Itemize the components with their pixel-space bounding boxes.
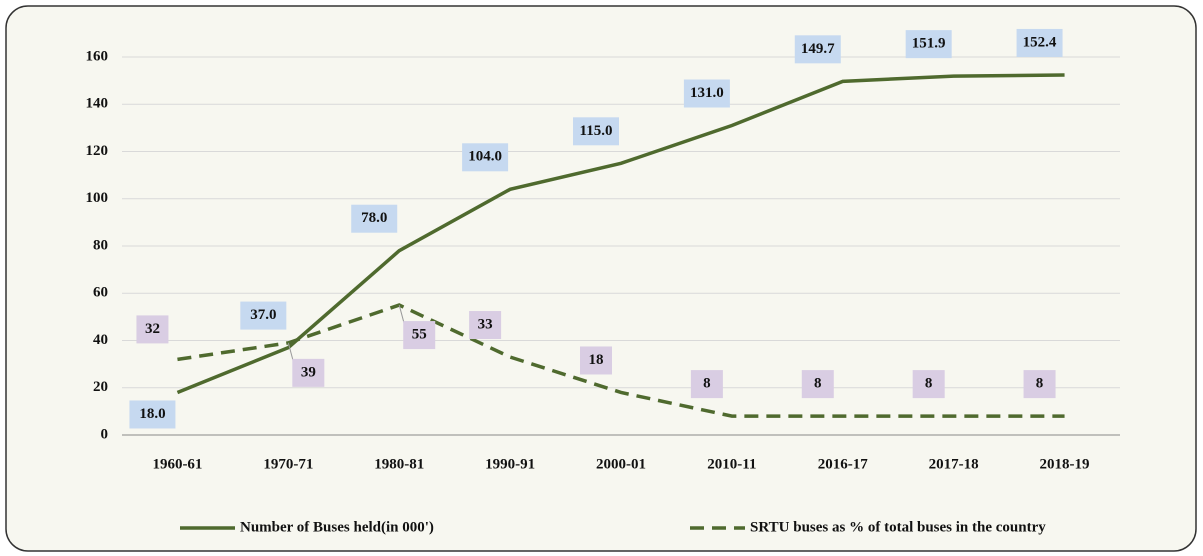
y-tick-label: 0 xyxy=(101,426,109,442)
value-label-box xyxy=(351,204,398,233)
value-label: 32 xyxy=(145,321,160,337)
value-label-box xyxy=(683,79,730,108)
value-label: 78.0 xyxy=(361,210,387,226)
series-line xyxy=(177,303,1065,418)
x-tick-label: 2017-18 xyxy=(929,456,979,472)
value-label-box xyxy=(462,143,509,172)
value-label: 115.0 xyxy=(580,123,613,139)
x-tick-label: 2018-19 xyxy=(1040,456,1090,472)
y-tick-label: 20 xyxy=(93,379,108,395)
value-label-box xyxy=(240,301,287,330)
value-label: 39 xyxy=(301,364,316,380)
legend-label: SRTU buses as % of total buses in the co… xyxy=(750,519,1046,535)
x-tick-label: 1990-91 xyxy=(485,456,535,472)
value-label: 55 xyxy=(412,327,427,343)
value-label-box xyxy=(292,358,325,387)
value-label: 8 xyxy=(925,376,933,392)
value-label-box xyxy=(801,370,834,399)
value-label-box xyxy=(905,30,952,59)
y-tick-label: 40 xyxy=(93,332,108,348)
value-label: 131.0 xyxy=(690,85,724,101)
y-tick-label: 140 xyxy=(86,96,109,112)
value-label-box xyxy=(580,346,612,375)
value-label: 18 xyxy=(589,352,604,368)
value-label-box xyxy=(1023,370,1056,399)
legend-label: Number of Buses held(in 000') xyxy=(240,519,434,535)
x-tick-label: 2010-11 xyxy=(707,456,756,472)
y-tick-label: 80 xyxy=(93,237,108,253)
value-label: 18.0 xyxy=(139,406,165,422)
series-line xyxy=(176,73,1065,395)
value-label-box xyxy=(469,311,502,340)
value-label-box xyxy=(573,117,619,146)
y-tick-label: 120 xyxy=(86,143,109,159)
value-label: 151.9 xyxy=(912,36,946,52)
value-label-box xyxy=(129,400,176,429)
x-tick-label: 2016-17 xyxy=(818,456,868,472)
value-label-box xyxy=(794,35,841,64)
value-label: 8 xyxy=(703,376,711,392)
y-tick-label: 60 xyxy=(93,285,108,301)
value-label: 8 xyxy=(814,376,822,392)
value-label-box xyxy=(1016,28,1063,57)
value-label-box xyxy=(690,370,723,399)
value-label: 152.4 xyxy=(1023,34,1057,50)
x-tick-label: 2000-01 xyxy=(596,456,646,472)
value-label: 37.0 xyxy=(250,307,276,323)
x-tick-label: 1970-71 xyxy=(263,456,313,472)
value-label: 149.7 xyxy=(801,41,835,57)
x-tick-label: 1960-61 xyxy=(152,456,202,472)
x-tick-label: 1980-81 xyxy=(374,456,424,472)
y-tick-label: 100 xyxy=(86,190,109,206)
value-label-box xyxy=(136,315,169,344)
value-label: 8 xyxy=(1036,376,1044,392)
value-label-box xyxy=(403,321,436,350)
value-label: 33 xyxy=(478,316,493,332)
value-label: 104.0 xyxy=(468,149,502,165)
value-label-box xyxy=(912,370,945,399)
y-tick-label: 160 xyxy=(86,48,109,64)
